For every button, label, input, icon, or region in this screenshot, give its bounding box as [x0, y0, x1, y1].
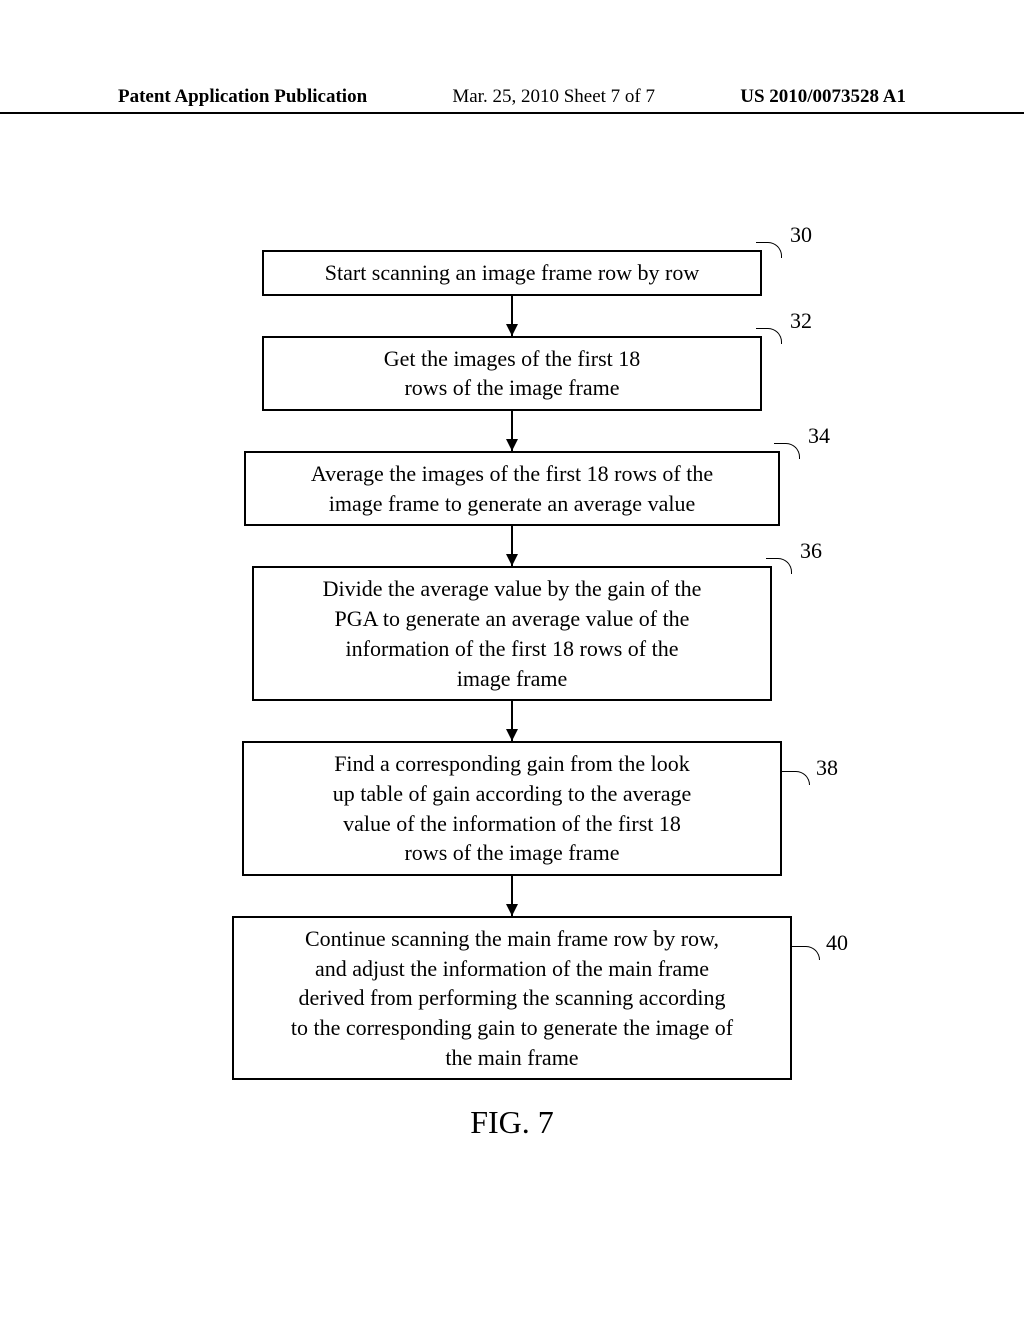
node-text-line: Start scanning an image frame row by row: [325, 260, 700, 285]
arrow-head-icon: [506, 324, 518, 336]
label-connector-icon: [756, 242, 782, 258]
node-text-line: Get the images of the first 18: [384, 346, 641, 371]
flow-node-n34: Average the images of the first 18 rows …: [162, 451, 862, 526]
page-header: Patent Application Publication Mar. 25, …: [0, 86, 1024, 114]
figure-caption: FIG. 7: [0, 1104, 1024, 1141]
label-connector-icon: [780, 771, 810, 785]
flow-node-box: Start scanning an image frame row by row: [262, 250, 762, 296]
label-connector-icon: [790, 946, 820, 960]
flow-arrow-icon: [162, 701, 862, 741]
node-text-line: PGA to generate an average value of the: [335, 606, 690, 631]
flow-node-box: Divide the average value by the gain of …: [252, 566, 772, 701]
header-publication-label: Patent Application Publication: [118, 86, 367, 108]
flow-node-box: Average the images of the first 18 rows …: [244, 451, 780, 526]
node-text-line: Continue scanning the main frame row by …: [305, 926, 719, 951]
node-text-line: image frame: [457, 666, 568, 691]
flowchart: Start scanning an image frame row by row…: [162, 250, 862, 1080]
arrow-head-icon: [506, 439, 518, 451]
flow-node-n30: Start scanning an image frame row by row…: [162, 250, 862, 296]
header-row: Patent Application Publication Mar. 25, …: [0, 86, 1024, 108]
node-text-line: Average the images of the first 18 rows …: [311, 461, 713, 486]
node-text-line: derived from performing the scanning acc…: [298, 985, 725, 1010]
node-text-line: up table of gain according to the averag…: [333, 781, 692, 806]
flow-node-box: Continue scanning the main frame row by …: [232, 916, 792, 1080]
flow-node-n36: Divide the average value by the gain of …: [162, 566, 862, 701]
arrow-head-icon: [506, 904, 518, 916]
node-text-line: to the corresponding gain to generate th…: [291, 1015, 733, 1040]
header-docnum-label: US 2010/0073528 A1: [740, 86, 906, 108]
node-text-line: Find a corresponding gain from the look: [334, 751, 690, 776]
node-text-line: rows of the image frame: [404, 375, 619, 400]
flow-node-label: 36: [800, 538, 932, 564]
caption-text: FIG. 7: [470, 1104, 554, 1140]
flow-arrow-icon: [162, 411, 862, 451]
node-text-line: Divide the average value by the gain of …: [323, 576, 702, 601]
node-text-line: and adjust the information of the main f…: [315, 956, 709, 981]
flow-node-box: Get the images of the first 18 rows of th…: [262, 336, 762, 411]
flow-arrow-icon: [162, 526, 862, 566]
flow-node-n32: Get the images of the first 18 rows of th…: [162, 336, 862, 411]
flow-node-label: 38: [816, 755, 838, 781]
flow-node-label: 34: [808, 423, 932, 449]
flow-node-label: 40: [826, 930, 848, 956]
arrow-head-icon: [506, 554, 518, 566]
flow-node-label: 32: [790, 308, 932, 334]
node-text-line: image frame to generate an average value: [329, 491, 695, 516]
flow-node-n40: Continue scanning the main frame row by …: [162, 916, 862, 1080]
node-text-line: rows of the image frame: [404, 840, 619, 865]
flow-node-box: Find a corresponding gain from the look u…: [242, 741, 782, 876]
flow-node-n38: Find a corresponding gain from the look u…: [162, 741, 862, 876]
node-text-line: information of the first 18 rows of the: [346, 636, 679, 661]
flow-arrow-icon: [162, 876, 862, 916]
node-text-line: the main frame: [445, 1045, 578, 1070]
node-text-line: value of the information of the first 18: [343, 811, 681, 836]
header-sheet-label: Mar. 25, 2010 Sheet 7 of 7: [452, 86, 655, 108]
arrow-head-icon: [506, 729, 518, 741]
flow-node-label: 30: [790, 222, 932, 248]
